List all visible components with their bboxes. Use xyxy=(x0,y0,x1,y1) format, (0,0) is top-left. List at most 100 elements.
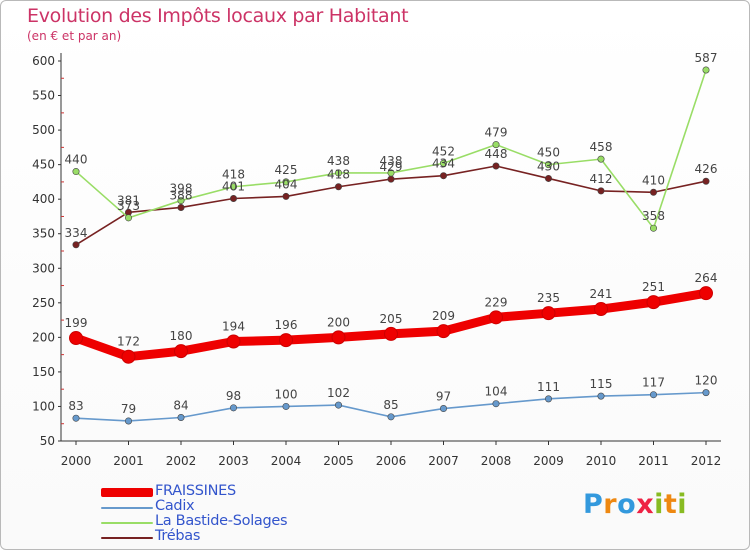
data-point xyxy=(597,187,605,195)
data-label: 412 xyxy=(590,172,613,186)
data-label: 117 xyxy=(642,376,665,390)
data-point xyxy=(544,395,552,403)
data-label: 358 xyxy=(642,209,665,223)
x-tick-label: 2008 xyxy=(481,454,512,468)
data-label: 100 xyxy=(275,387,298,401)
logo-letter: P xyxy=(583,489,604,520)
logo-letter: i xyxy=(677,489,688,520)
data-label: 429 xyxy=(380,160,403,174)
data-label: 418 xyxy=(327,168,350,182)
data-point xyxy=(492,400,500,408)
data-label: 401 xyxy=(222,179,245,193)
data-point xyxy=(72,168,80,176)
data-point xyxy=(439,159,447,167)
data-label: 84 xyxy=(173,399,188,413)
data-point xyxy=(492,141,500,149)
data-point xyxy=(594,302,608,317)
data-label: 448 xyxy=(485,147,508,161)
data-point xyxy=(436,324,451,339)
data-point xyxy=(439,405,447,413)
chart-title: Evolution des Impôts locaux par Habitant xyxy=(27,5,409,27)
y-tick-label: 150 xyxy=(32,365,55,379)
data-label: 205 xyxy=(380,312,403,326)
y-tick-label: 550 xyxy=(32,89,55,103)
data-point xyxy=(492,162,500,170)
data-point xyxy=(384,326,398,341)
data-label: 452 xyxy=(432,144,455,158)
data-label: 458 xyxy=(590,140,613,154)
data-label: 388 xyxy=(170,188,193,202)
y-tick-label: 500 xyxy=(32,123,55,137)
data-label: 373 xyxy=(117,199,140,213)
data-point xyxy=(334,169,342,177)
data-point xyxy=(282,192,290,200)
data-point xyxy=(121,349,136,364)
legend-label: La Bastide-Solages xyxy=(155,513,288,529)
x-tick-label: 2000 xyxy=(61,454,92,468)
y-tick-label: 250 xyxy=(32,296,55,310)
data-point xyxy=(279,333,293,348)
data-point xyxy=(230,404,238,412)
data-label: 410 xyxy=(642,173,665,187)
logo-letter: t xyxy=(663,489,678,520)
x-tick-label: 2002 xyxy=(166,454,197,468)
x-tick-label: 2005 xyxy=(323,454,354,468)
data-point xyxy=(226,334,241,349)
data-label: 83 xyxy=(68,399,83,413)
data-label: 111 xyxy=(537,380,560,394)
legend-label: FRAISSINES xyxy=(155,483,236,499)
x-tick-label: 2012 xyxy=(691,454,722,468)
data-point xyxy=(72,241,80,249)
data-point xyxy=(387,169,395,177)
y-tick-label: 600 xyxy=(32,54,55,68)
data-point xyxy=(334,401,342,409)
logo-letter: i xyxy=(654,489,664,520)
y-tick-label: 450 xyxy=(32,158,55,172)
data-point xyxy=(544,161,552,169)
x-tick-label: 2001 xyxy=(113,454,144,468)
data-label: 434 xyxy=(432,157,455,171)
data-label: 194 xyxy=(222,320,245,334)
proxiti-logo: Proxiti xyxy=(583,489,687,520)
data-point xyxy=(230,194,238,202)
data-point xyxy=(387,413,395,421)
data-label: 209 xyxy=(432,309,455,323)
x-tick-label: 2009 xyxy=(533,454,564,468)
x-tick-label: 2007 xyxy=(428,454,459,468)
x-tick-label: 2006 xyxy=(376,454,407,468)
data-point xyxy=(439,172,447,180)
data-point xyxy=(177,414,185,422)
data-point xyxy=(649,224,657,232)
data-label: 398 xyxy=(170,182,193,196)
data-label: 587 xyxy=(695,51,718,65)
data-label: 200 xyxy=(327,315,350,329)
data-point xyxy=(649,188,657,196)
y-tick-label: 100 xyxy=(32,399,55,413)
data-label: 241 xyxy=(590,287,613,301)
data-label: 251 xyxy=(642,280,665,294)
x-tick-label: 2011 xyxy=(638,454,669,468)
data-point xyxy=(702,66,710,74)
legend-swatch xyxy=(101,536,153,539)
logo-letter: r xyxy=(603,489,618,520)
data-label: 196 xyxy=(275,318,298,332)
x-tick-label: 2010 xyxy=(586,454,617,468)
data-label: 479 xyxy=(485,126,508,140)
logo-letter: x xyxy=(636,489,655,520)
data-label: 425 xyxy=(275,163,298,177)
data-label: 438 xyxy=(380,154,403,168)
data-point xyxy=(489,310,503,325)
data-point xyxy=(69,331,83,346)
data-label: 418 xyxy=(222,168,245,182)
data-point xyxy=(702,177,710,185)
data-point xyxy=(544,174,552,182)
data-label: 440 xyxy=(65,153,88,167)
data-label: 120 xyxy=(695,374,718,388)
legend-label: Trébas xyxy=(155,528,201,544)
data-point xyxy=(702,389,710,397)
data-label: 438 xyxy=(327,154,350,168)
data-point xyxy=(282,178,290,186)
data-label: 172 xyxy=(117,335,140,349)
legend-swatch xyxy=(101,506,153,509)
